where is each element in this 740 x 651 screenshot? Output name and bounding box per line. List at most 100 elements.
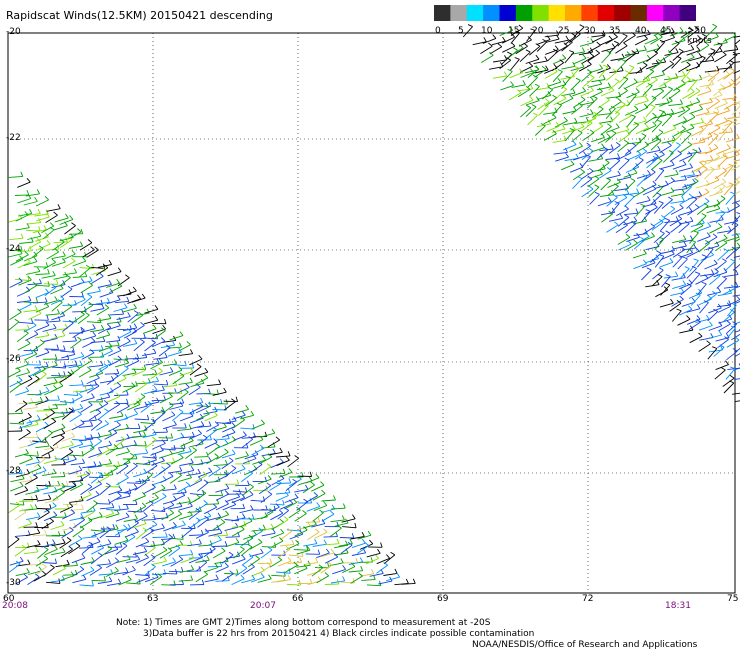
wind-barb-flag: [134, 440, 136, 444]
wind-barb-flag: [599, 106, 603, 109]
wind-barb: [660, 220, 669, 231]
wind-barb-flag: [106, 483, 110, 486]
wind-barb-flag: [723, 52, 727, 55]
wind-barb-flag: [718, 223, 722, 226]
wind-barb-flag: [644, 117, 647, 121]
wind-barb-flag: [634, 79, 638, 83]
wind-barb-flag: [699, 147, 701, 152]
wind-barb: [51, 477, 65, 478]
lat-label-26: -26: [6, 354, 21, 364]
wind-barb-flag: [52, 259, 56, 262]
wind-barb-flag: [173, 458, 175, 463]
wind-barb-flag: [80, 242, 82, 246]
wind-barb: [271, 541, 283, 548]
wind-barb-flag: [49, 453, 51, 458]
wind-barb-flag: [658, 158, 662, 161]
wind-barb-flag: [99, 512, 102, 516]
wind-barb-flag: [574, 107, 577, 111]
wind-barb-flag: [97, 409, 101, 412]
wind-barb-flag: [252, 514, 254, 519]
wind-barb-flag: [618, 98, 622, 101]
wind-barb: [189, 464, 203, 465]
wind-barb-flag: [587, 70, 591, 72]
wind-barb-flag: [362, 532, 364, 536]
wind-barb-flag: [657, 251, 661, 254]
wind-barb: [655, 170, 664, 181]
wind-barb-flag: [545, 57, 548, 61]
wind-barb: [143, 487, 155, 494]
wind-barb-flag: [39, 226, 40, 231]
wind-barb-flag: [159, 368, 163, 371]
wind-barb-flag: [21, 172, 23, 177]
wind-barb-flag: [191, 466, 194, 470]
wind-barb-flag: [590, 130, 594, 133]
wind-barb-flag: [280, 448, 283, 452]
wind-barb-flag: [243, 565, 247, 568]
wind-barb: [91, 276, 103, 283]
wind-barb-flag: [697, 315, 700, 319]
wind-barb-flag: [86, 265, 90, 268]
wind-barb: [142, 353, 156, 355]
wind-barb-flag: [395, 569, 397, 574]
wind-barb-flag: [671, 161, 674, 165]
wind-barb-flag: [707, 72, 710, 76]
wind-barb-flag: [117, 382, 121, 385]
wind-barb: [215, 489, 229, 493]
wind-barb-flag: [67, 537, 71, 540]
wind-barb-flag: [145, 402, 148, 406]
wind-barb-flag: [173, 534, 175, 539]
wind-barb: [313, 544, 327, 546]
wind-barb-flag: [43, 467, 46, 471]
wind-barb-flag: [730, 367, 735, 369]
wind-barb-flag: [209, 457, 212, 461]
wind-barb: [109, 359, 122, 365]
wind-barb-flag: [736, 282, 738, 287]
wind-barb-flag: [324, 529, 328, 533]
wind-barb-flag: [79, 393, 83, 396]
wind-barb-flag: [682, 126, 686, 129]
wind-barb-flag: [171, 433, 172, 438]
wind-barb: [269, 452, 283, 455]
wind-barb: [37, 509, 51, 510]
wind-barb-flag: [249, 484, 253, 487]
wind-barb: [581, 179, 592, 187]
legend-swatch: [581, 5, 598, 21]
wind-barb-flag: [545, 99, 549, 102]
wind-barb-flag: [653, 181, 656, 185]
wind-barb: [91, 530, 105, 531]
wind-barb-flag: [725, 361, 728, 365]
wind-barb: [28, 468, 41, 473]
wind-barb: [705, 148, 718, 154]
wind-barb-flag: [214, 412, 217, 416]
wind-barb-flag: [109, 441, 112, 445]
wind-barb-flag: [38, 540, 41, 544]
wind-barb-flag: [279, 510, 283, 513]
legend-swatch: [663, 5, 680, 21]
wind-barb: [251, 465, 263, 473]
wind-barb: [155, 550, 167, 557]
wind-barb: [724, 63, 734, 73]
wind-barb: [24, 202, 38, 206]
wind-barb: [619, 116, 631, 123]
wind-barb-flag: [620, 214, 623, 218]
wind-barb-flag: [555, 46, 558, 50]
wind-barb: [601, 91, 614, 97]
wind-barb-flag: [40, 279, 42, 284]
wind-barb-flag: [232, 466, 236, 469]
wind-barb-flag: [210, 435, 212, 440]
wind-barb-flag: [216, 575, 219, 579]
wind-barb-flag: [105, 420, 109, 423]
wind-barb-flag: [317, 503, 320, 507]
wind-barb-flag: [672, 28, 675, 32]
wind-barb-flag: [248, 481, 250, 486]
wind-barb: [690, 109, 703, 114]
wind-barb-flag: [55, 378, 58, 382]
wind-barb-flag: [127, 399, 129, 404]
wind-barb: [565, 52, 574, 63]
wind-barb-flag: [629, 65, 634, 67]
wind-barb-flag: [671, 188, 674, 192]
wind-barb-flag: [696, 248, 700, 252]
wind-barb-flag: [578, 177, 583, 179]
wind-barb: [502, 46, 515, 52]
wind-barb: [602, 53, 612, 63]
